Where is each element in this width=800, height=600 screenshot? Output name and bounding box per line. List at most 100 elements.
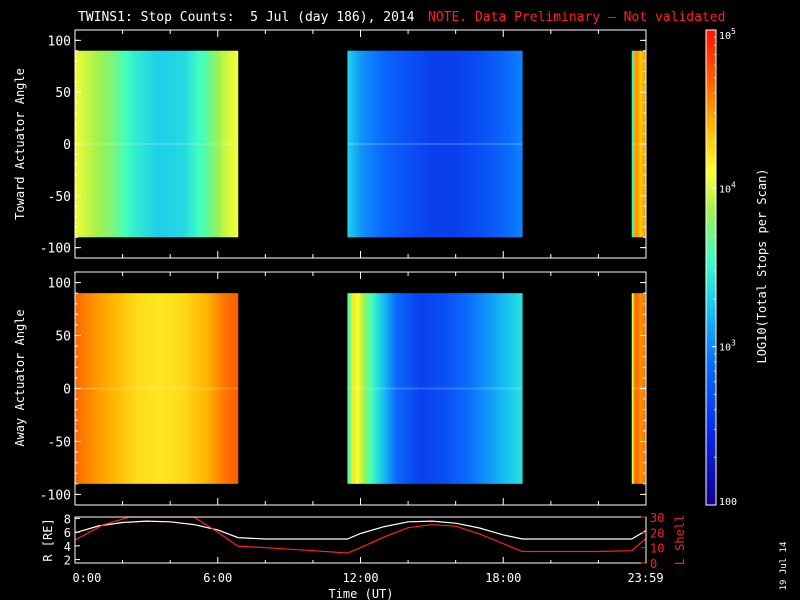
toward-heatmap-cell (439, 50, 442, 238)
away-ylabel: Away Actuator Angle (13, 309, 27, 446)
toward-heatmap-cell (457, 50, 460, 238)
toward-heatmap-cell (215, 50, 218, 238)
away-heatmap-cell (235, 293, 238, 484)
away-heatmap-cell (459, 293, 462, 484)
away-heatmap-cell (427, 293, 430, 484)
toward-frame (74, 29, 647, 259)
away-heatmap-cell (205, 293, 208, 484)
toward-heatmap-cell (221, 50, 224, 238)
away-heatmap-cell (403, 293, 406, 484)
away-heatmap-cell (129, 293, 132, 484)
toward-heatmap-cell (375, 50, 378, 238)
toward-heatmap-cell (189, 50, 192, 238)
away-heatmap-cell (509, 293, 512, 484)
toward-heatmap-cell (389, 50, 392, 238)
away-heatmap-cell (237, 293, 239, 484)
away-heatmap-cell (189, 293, 192, 484)
toward-heatmap-cell (93, 50, 96, 238)
away-heatmap-cell (213, 293, 216, 484)
away-heatmap-cell (105, 293, 108, 484)
toward-heatmap-cell (511, 50, 514, 238)
toward-heatmap-cell (197, 50, 200, 238)
toward-heatmap-cell (483, 50, 486, 238)
away-heatmap-cell (171, 293, 174, 484)
toward-heatmap-cell (223, 50, 226, 238)
away-heatmap-cell (393, 293, 396, 484)
toward-zero-band (75, 143, 238, 145)
colorbar-tick-label: 105 (719, 27, 736, 42)
away-heatmap-cell (425, 293, 428, 484)
away-heatmap-cell (407, 293, 410, 484)
away-panel: 100 50 0 -50 -100 (40, 271, 647, 506)
toward-heatmap-cell (503, 50, 506, 238)
away-heatmap-cell (449, 293, 452, 484)
toward-heatmap-cell (137, 50, 140, 238)
toward-heatmap-cell (499, 50, 502, 238)
toward-heatmap-cell (475, 50, 478, 238)
away-heatmap-cell (423, 293, 426, 484)
toward-heatmap-cell (351, 50, 354, 238)
toward-heatmap-cell (97, 50, 100, 238)
away-heatmap-cell (439, 293, 442, 484)
away-heatmap-cell (383, 293, 386, 484)
toward-heatmap-cell (381, 50, 384, 238)
r-ytick-label: 8 (64, 512, 71, 526)
away-heatmap-cell (507, 293, 510, 484)
away-heatmap-cell (145, 293, 148, 484)
away-heatmap-cell (87, 293, 90, 484)
away-heatmap-cell (169, 293, 172, 484)
toward-heatmap-cell (495, 50, 498, 238)
away-heatmap-cell (117, 293, 120, 484)
toward-heatmap-cell (227, 50, 230, 238)
away-heatmap-cell (111, 293, 114, 484)
toward-heatmap-cell (497, 50, 500, 238)
away-heatmap-cell (435, 293, 438, 484)
away-heatmap-cell (401, 293, 404, 484)
away-ytick-label: 100 (48, 277, 71, 292)
toward-heatmap-cell (175, 50, 178, 238)
toward-heatmap-cell (407, 50, 410, 238)
away-heatmap-cell (233, 293, 236, 484)
toward-heatmap-cell (455, 50, 458, 238)
away-heatmap-cell (141, 293, 144, 484)
away-heatmap-cell (399, 293, 402, 484)
away-heatmap-cell (185, 293, 188, 484)
toward-ylabel: Toward Actuator Angle (13, 68, 27, 220)
toward-heatmap-cell (451, 50, 454, 238)
away-heatmap-cell (183, 293, 186, 484)
toward-heatmap-cell (123, 50, 126, 238)
r-ytick-label: 6 (64, 526, 71, 540)
toward-heatmap-cell (469, 50, 472, 238)
away-heatmap-cell (483, 293, 486, 484)
away-heatmap-cell (187, 293, 190, 484)
toward-heatmap-cell (347, 50, 350, 238)
toward-heatmap-cell (369, 50, 372, 238)
away-heatmap-cell (225, 293, 228, 484)
toward-heatmap-cell (517, 50, 520, 238)
toward-heatmap-cell (225, 50, 228, 238)
toward-heatmap-cell (521, 50, 523, 238)
toward-heatmap-cell (445, 50, 448, 238)
away-heatmap-cell (433, 293, 436, 484)
away-heatmap-cell (485, 293, 488, 484)
away-heatmap-cell (457, 293, 460, 484)
away-heatmap-cell (217, 293, 220, 484)
toward-heatmap-cell (91, 50, 94, 238)
colorbar-label: LOG10(Total Stops per Scan) (755, 168, 769, 363)
toward-heatmap-cell (99, 50, 102, 238)
away-heatmap-cell (181, 293, 184, 484)
away-heatmap-cell (363, 293, 366, 484)
toward-heatmap-cell (519, 50, 522, 238)
generation-date: 19 Jul 14 (779, 542, 789, 591)
toward-heatmap-cell (401, 50, 404, 238)
toward-heatmap-cell (209, 50, 212, 238)
away-heatmap-cell (157, 293, 160, 484)
toward-zero-band (631, 143, 646, 145)
away-heatmap-cell (405, 293, 408, 484)
colorbar-tick-label: 100 (719, 497, 737, 508)
toward-heatmap-cell (395, 50, 398, 238)
toward-heatmap-cell (419, 50, 422, 238)
toward-heatmap-cell (409, 50, 412, 238)
toward-heatmap-cell (349, 50, 352, 238)
